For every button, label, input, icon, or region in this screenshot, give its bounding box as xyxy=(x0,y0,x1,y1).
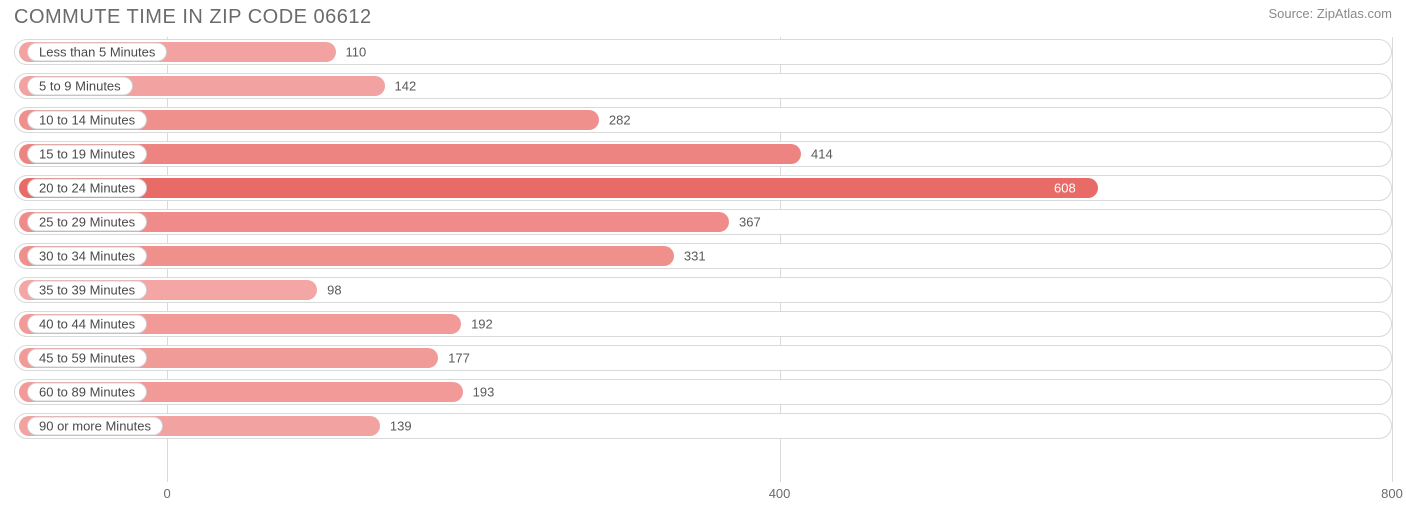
category-pill: 40 to 44 Minutes xyxy=(27,315,147,334)
chart-header: COMMUTE TIME IN ZIP CODE 06612 Source: Z… xyxy=(0,0,1406,33)
gridline xyxy=(1392,37,1393,482)
x-tick-label: 400 xyxy=(769,486,791,501)
category-pill: 10 to 14 Minutes xyxy=(27,111,147,130)
category-pill: 35 to 39 Minutes xyxy=(27,281,147,300)
value-label: 110 xyxy=(346,45,367,60)
value-label: 193 xyxy=(473,385,495,400)
bar-row: 5 to 9 Minutes 142 xyxy=(14,71,1392,101)
bar-row: Less than 5 Minutes 110 xyxy=(14,37,1392,67)
chart-source: Source: ZipAtlas.com xyxy=(1268,6,1392,21)
bar-row: 60 to 89 Minutes 193 xyxy=(14,377,1392,407)
bar-row: 20 to 24 Minutes 608 xyxy=(14,173,1392,203)
bar-row: 40 to 44 Minutes 192 xyxy=(14,309,1392,339)
category-pill: 30 to 34 Minutes xyxy=(27,247,147,266)
bar xyxy=(19,178,1098,198)
x-tick-label: 0 xyxy=(163,486,170,501)
x-axis: 0400800 xyxy=(14,482,1392,506)
value-label: 98 xyxy=(327,283,341,298)
bar-row: 15 to 19 Minutes 414 xyxy=(14,139,1392,169)
value-label: 192 xyxy=(471,317,493,332)
bar-row: 90 or more Minutes 139 xyxy=(14,411,1392,441)
category-pill: 20 to 24 Minutes xyxy=(27,179,147,198)
category-pill: 60 to 89 Minutes xyxy=(27,383,147,402)
bar-row: 30 to 34 Minutes 331 xyxy=(14,241,1392,271)
bar-row: 10 to 14 Minutes 282 xyxy=(14,105,1392,135)
bar-row: 35 to 39 Minutes 98 xyxy=(14,275,1392,305)
value-label: 139 xyxy=(390,419,412,434)
bar-row: 25 to 29 Minutes 367 xyxy=(14,207,1392,237)
category-pill: 15 to 19 Minutes xyxy=(27,145,147,164)
category-pill: Less than 5 Minutes xyxy=(27,43,167,62)
x-tick-label: 800 xyxy=(1381,486,1403,501)
category-pill: 25 to 29 Minutes xyxy=(27,213,147,232)
bar-row: 45 to 59 Minutes 177 xyxy=(14,343,1392,373)
category-pill: 90 or more Minutes xyxy=(27,417,163,436)
value-label: 608 xyxy=(1054,181,1076,196)
value-label: 331 xyxy=(684,249,706,264)
value-label: 282 xyxy=(609,113,631,128)
value-label: 367 xyxy=(739,215,761,230)
category-pill: 5 to 9 Minutes xyxy=(27,77,133,96)
category-pill: 45 to 59 Minutes xyxy=(27,349,147,368)
value-label: 414 xyxy=(811,147,833,162)
value-label: 177 xyxy=(448,351,470,366)
chart-rows: Less than 5 Minutes 110 5 to 9 Minutes 142 1… xyxy=(14,37,1392,441)
chart-title: COMMUTE TIME IN ZIP CODE 06612 xyxy=(14,6,372,29)
value-label: 142 xyxy=(395,79,417,94)
chart-plot-area: Less than 5 Minutes 110 5 to 9 Minutes 142 1… xyxy=(14,37,1392,482)
